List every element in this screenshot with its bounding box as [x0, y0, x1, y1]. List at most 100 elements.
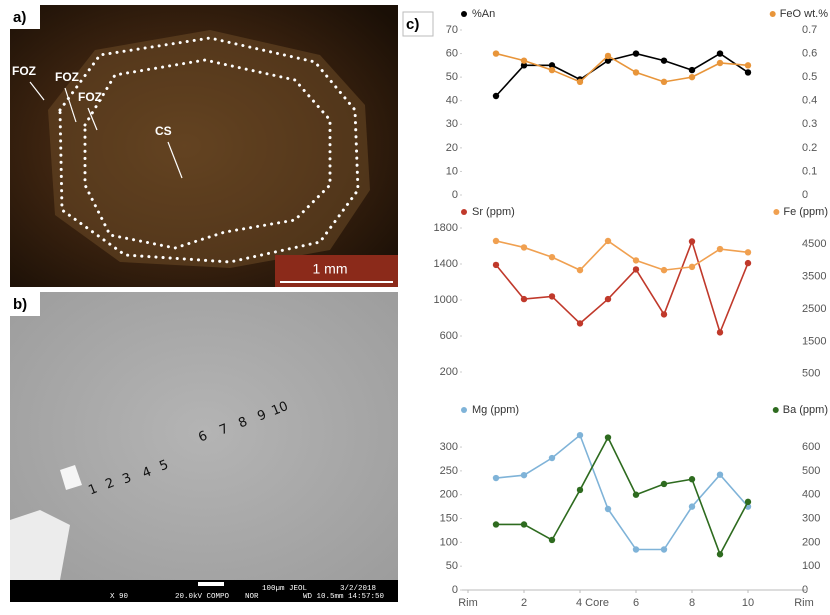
micrograph [10, 292, 398, 602]
annotation: FOZ [78, 90, 102, 104]
point-number: 10 [270, 399, 291, 419]
data-point [576, 266, 584, 274]
data-point [660, 311, 668, 318]
data-point [520, 471, 528, 479]
data-point [604, 57, 612, 64]
y2-tick-label: 2500 [802, 303, 826, 315]
outline [83, 58, 332, 250]
data-point [604, 434, 612, 441]
x-tick-label: 6 [633, 597, 639, 609]
data-point [604, 237, 612, 245]
y2-tick-label: 500 [802, 465, 820, 477]
scale-label: 1 mm [313, 261, 348, 277]
annotation: FOZ [55, 70, 79, 84]
data-point [632, 257, 640, 264]
y-tick-label: 50 [446, 71, 458, 83]
footer-text: NOR [245, 593, 259, 601]
y2-tick-label: 0.6 [802, 47, 817, 59]
data-point [604, 505, 612, 513]
panel-a: a) FOZ FOZ FOZ CS 1 mm [10, 5, 398, 287]
label-box [10, 292, 40, 316]
data-point [744, 69, 752, 76]
data-point [548, 253, 556, 261]
y2-tick-label: 500 [802, 368, 820, 380]
data-point [716, 551, 724, 558]
data-point [688, 503, 696, 510]
y2-tick-label: 0.1 [802, 165, 817, 177]
data-point [548, 66, 556, 74]
y-tick-label: 1000 [434, 294, 458, 306]
footer-text: 100µm JEOL [262, 585, 308, 593]
series-line [496, 435, 749, 557]
footer-text: 20.0kV COMPO [175, 593, 230, 601]
data-point [660, 78, 668, 86]
y2-tick-label: 400 [802, 489, 820, 501]
legend-marker [461, 407, 467, 413]
legend-label: %An [472, 8, 495, 20]
y2-tick-label: 600 [802, 441, 820, 453]
footer-bar [10, 580, 398, 602]
legend-label: FeO wt.% [780, 8, 829, 20]
data-point [520, 57, 528, 64]
data-point [632, 69, 640, 76]
label-box [10, 5, 40, 29]
y-tick-label: 0 [452, 189, 458, 201]
data-point [660, 266, 668, 274]
y2-tick-label: 3500 [802, 271, 826, 283]
panel-label: c) [406, 16, 419, 33]
series-line [495, 52, 749, 83]
annotation: FOZ [12, 64, 36, 78]
data-point [632, 546, 640, 553]
data-point [716, 59, 724, 67]
panel-label: b) [13, 296, 27, 313]
y2-tick-label: 100 [802, 560, 820, 572]
y2-tick-label: 0.5 [802, 71, 817, 83]
crystal [48, 30, 370, 268]
data-point [660, 546, 668, 553]
legend-marker [773, 209, 780, 215]
data-point [716, 245, 724, 253]
data-point [632, 266, 640, 273]
footer-text: X 90 [110, 593, 129, 601]
y-tick-label: 10 [446, 165, 458, 177]
y-tick-label: 1400 [434, 258, 458, 270]
series-line [495, 239, 749, 272]
legend-label: Mg (ppm) [472, 404, 519, 416]
data-point [744, 62, 752, 69]
y2-tick-label: 0.4 [802, 95, 817, 107]
y2-tick-label: 0.3 [802, 118, 817, 130]
grain [60, 465, 82, 490]
footer-text: WD 10.5mm 14:57:50 [303, 593, 385, 601]
data-point [744, 249, 752, 256]
outline [58, 36, 360, 264]
data-point [688, 73, 696, 81]
data-point [576, 486, 584, 494]
legend-marker [461, 11, 467, 17]
series-line [495, 52, 749, 97]
data-point [716, 329, 724, 336]
data-point [604, 295, 612, 303]
y2-tick-label: 0.2 [802, 142, 817, 154]
data-point [744, 259, 752, 267]
legend-marker [772, 407, 779, 413]
annotation: CS [155, 124, 172, 138]
data-point [576, 320, 584, 327]
y-tick-label: 250 [440, 465, 458, 477]
data-point [492, 50, 500, 57]
data-point [520, 62, 528, 69]
data-point [548, 454, 556, 462]
data-point [688, 66, 696, 74]
label-box [402, 11, 434, 37]
y-tick-label: 200 [440, 489, 458, 501]
data-point [520, 295, 528, 303]
panel-label: a) [13, 9, 26, 26]
data-point [548, 293, 556, 300]
footer-text: 3/2/2018 [340, 585, 376, 593]
x-tick-label: Rim [794, 597, 814, 609]
y2-tick-label: 1500 [802, 335, 826, 347]
data-point [492, 261, 500, 269]
data-point [548, 536, 556, 544]
data-point [716, 471, 724, 478]
data-point [520, 244, 528, 251]
